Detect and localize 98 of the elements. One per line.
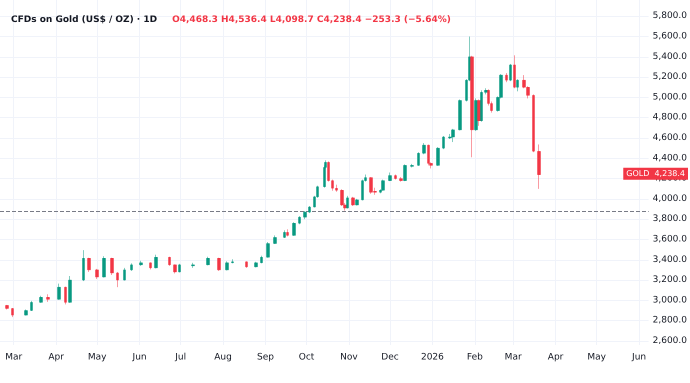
candlestick <box>64 286 67 305</box>
candlestick <box>130 263 133 272</box>
x-tick-label: Mar <box>5 352 22 362</box>
candlestick <box>351 196 355 206</box>
x-tick-label: May <box>88 352 108 362</box>
candlestick <box>191 262 195 268</box>
candlestick <box>516 78 519 92</box>
candlestick <box>436 146 440 166</box>
y-tick-label: 4,400.0 <box>652 153 688 164</box>
candlestick <box>102 256 106 278</box>
candlestick <box>178 264 181 273</box>
candlestick <box>30 300 33 312</box>
x-tick-label: Sep <box>256 352 274 362</box>
x-tick-label: Oct <box>298 352 315 362</box>
candlestick <box>245 261 248 268</box>
candlestick <box>427 144 430 166</box>
candlestick <box>513 55 516 89</box>
text: O4,468.3 H4,536.4 L4,098.7 C4,238.4 −253.3 (−5.64%) <box>172 15 451 25</box>
candlestick <box>116 272 119 288</box>
y-tick-label: 3,000.0 <box>652 295 688 306</box>
y-tick-label: 3,600.0 <box>652 234 688 244</box>
candlestick <box>355 198 359 206</box>
candlestick <box>5 304 9 310</box>
y-tick-label: 2,800.0 <box>652 316 688 326</box>
y-tick-label: 3,800.0 <box>652 214 688 224</box>
candlestick <box>381 179 385 192</box>
y-tick-label: 4,000.0 <box>652 194 688 204</box>
candlestick <box>394 174 397 180</box>
y-tick-label: 5,600.0 <box>652 32 688 42</box>
candlestick <box>154 254 158 269</box>
candlestick <box>149 262 152 270</box>
y-tick-label: 4,600.0 <box>652 133 688 143</box>
candlestick <box>403 164 407 182</box>
candlestick <box>477 99 481 126</box>
candlestick <box>173 264 177 274</box>
candlestick <box>168 256 171 266</box>
candlestick <box>451 128 455 142</box>
candlestick <box>46 294 50 302</box>
x-tick-label: 2026 <box>420 352 444 362</box>
candlestick <box>254 262 258 268</box>
candlestick <box>225 261 229 271</box>
candlestick <box>369 176 373 194</box>
y-tick-label: 5,200.0 <box>652 72 688 82</box>
candlestick <box>458 99 462 131</box>
candlestick <box>399 176 403 182</box>
candlestick <box>537 144 541 190</box>
candlestick <box>273 235 277 244</box>
candlestick <box>139 260 143 266</box>
candlestick <box>346 196 349 209</box>
x-tick-label: Nov <box>340 352 358 362</box>
x-tick-label: Jun <box>631 352 646 362</box>
candlestick <box>509 64 512 82</box>
y-tick-label: 3,400.0 <box>652 254 688 265</box>
candlestick <box>206 256 210 266</box>
candlestick <box>24 309 28 316</box>
candlestick <box>260 255 263 264</box>
candlestick <box>298 216 301 224</box>
x-tick-label: Apr <box>48 352 64 362</box>
candlestick <box>417 152 420 166</box>
candlestick <box>505 72 508 82</box>
x-tick-label: May <box>587 352 607 362</box>
x-tick-label: Dec <box>381 352 399 362</box>
candlestick <box>388 172 392 182</box>
candlestick <box>95 268 99 280</box>
candlestick <box>123 268 126 281</box>
candlestick <box>110 257 114 276</box>
candlestick <box>480 90 483 122</box>
x-tick-label: Apr <box>548 352 564 362</box>
text: CFDs on Gold (US$ / OZ) · 1D <box>11 15 158 25</box>
y-tick-label: 2,600.0 <box>652 336 688 346</box>
x-tick-label: Aug <box>214 352 232 362</box>
candlestick <box>57 283 61 300</box>
x-tick-label: Mar <box>504 352 522 362</box>
candlestick <box>266 242 270 258</box>
candlestick <box>87 257 91 272</box>
y-tick-label: 5,400.0 <box>652 52 688 62</box>
x-tick-label: Jun <box>132 352 147 362</box>
candlestick <box>286 229 289 237</box>
candlestick <box>470 56 474 158</box>
candlestick <box>11 308 14 318</box>
candlestick <box>292 222 296 236</box>
candlestick <box>283 230 286 238</box>
y-tick-label: 4,800.0 <box>652 112 688 123</box>
candlestick <box>340 188 344 206</box>
y-tick-label: 3,200.0 <box>652 275 688 286</box>
candlestick <box>474 98 478 132</box>
candlestick <box>422 142 426 154</box>
candlestick <box>217 257 221 272</box>
x-tick-label: Jul <box>174 352 186 362</box>
y-tick-label: 5,800.0 <box>652 11 688 22</box>
candlestick <box>442 136 445 150</box>
candlestick <box>39 296 43 304</box>
annotation: GOLD 4,238.4 <box>626 169 685 178</box>
candlestick <box>82 250 85 282</box>
candlestick <box>68 276 72 304</box>
x-tick-label: Feb <box>466 352 484 362</box>
candlestick <box>532 94 535 152</box>
y-tick-label: 5,000.0 <box>652 92 688 102</box>
